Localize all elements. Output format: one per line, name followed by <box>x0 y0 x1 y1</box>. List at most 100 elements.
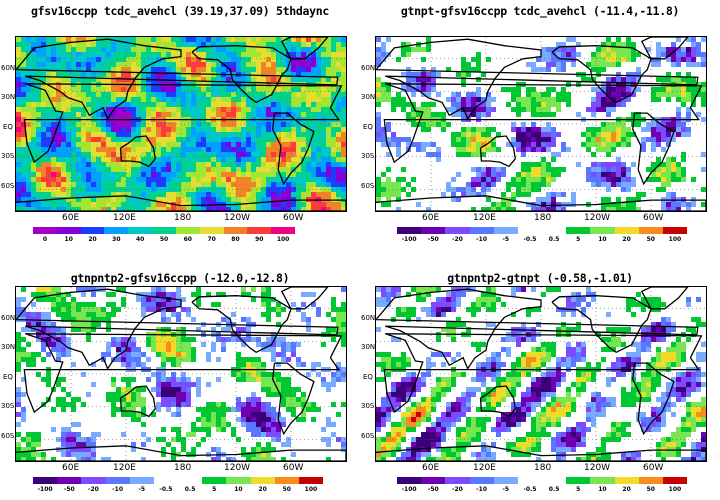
field-cell <box>21 72 26 77</box>
field-cell <box>211 207 216 211</box>
field-cell <box>211 137 216 142</box>
field-cell <box>206 152 211 157</box>
field-cell <box>466 182 471 187</box>
field-cell <box>76 162 81 167</box>
field-cell <box>261 92 266 97</box>
field-cell <box>541 207 546 211</box>
field-cell <box>106 197 111 202</box>
field-cell <box>201 137 206 142</box>
field-cell <box>511 142 516 147</box>
field-cell <box>236 47 241 52</box>
field-cell <box>36 202 41 207</box>
field-cell <box>376 187 381 192</box>
field-cell <box>571 62 576 67</box>
field-cell <box>81 172 86 177</box>
field-cell <box>671 207 676 211</box>
field-cell <box>266 457 271 461</box>
field-cell <box>126 202 131 207</box>
field-cell <box>306 62 311 67</box>
field-cell <box>146 112 151 117</box>
field-cell <box>581 352 586 357</box>
field-cell <box>211 327 216 332</box>
field-cell <box>316 167 321 172</box>
field-cell <box>311 42 316 47</box>
field-cell <box>161 72 166 77</box>
field-cell <box>306 37 311 42</box>
field-cell <box>396 287 401 292</box>
field-cell <box>61 142 66 147</box>
field-cell <box>121 197 126 202</box>
field-cell <box>656 327 661 332</box>
field-cell <box>221 147 226 152</box>
field-cell <box>451 292 456 297</box>
field-cell <box>116 142 121 147</box>
field-cell <box>641 192 646 197</box>
field-cell <box>176 302 181 307</box>
field-cell <box>471 57 476 62</box>
field-cell <box>216 57 221 62</box>
field-cell <box>421 307 426 312</box>
field-cell <box>661 322 666 327</box>
field-cell <box>401 42 406 47</box>
field-cell <box>261 137 266 142</box>
field-cell <box>156 407 161 412</box>
field-cell <box>466 192 471 197</box>
field-cell <box>331 127 336 132</box>
field-cell <box>256 397 261 402</box>
field-cell <box>271 332 276 337</box>
field-cell <box>321 57 326 62</box>
field-cell <box>681 342 686 347</box>
field-cell <box>216 52 221 57</box>
field-cell <box>311 362 316 367</box>
field-cell <box>56 167 61 172</box>
field-cell <box>476 92 481 97</box>
field-cell <box>556 167 561 172</box>
field-cell <box>276 87 281 92</box>
colorbar-label: -5 <box>502 236 510 243</box>
field-cell <box>31 57 36 62</box>
field-cell <box>66 77 71 82</box>
field-cell <box>271 457 276 461</box>
field-cell <box>146 147 151 152</box>
field-cell <box>136 112 141 117</box>
field-cell <box>161 427 166 432</box>
field-cell <box>241 132 246 137</box>
field-cell <box>256 42 261 47</box>
field-cell <box>151 302 156 307</box>
field-cell <box>591 152 596 157</box>
field-cell <box>531 347 536 352</box>
field-cell <box>506 347 511 352</box>
field-cell <box>331 107 336 112</box>
field-cell <box>91 302 96 307</box>
field-cell <box>41 77 46 82</box>
field-cell <box>626 207 631 211</box>
field-cell <box>381 352 386 357</box>
field-cell <box>276 342 281 347</box>
field-cell <box>451 327 456 332</box>
field-cell <box>56 177 61 182</box>
field-cell <box>656 57 661 62</box>
field-cell <box>326 67 331 72</box>
field-cell <box>376 362 381 367</box>
field-cell <box>96 122 101 127</box>
field-cell <box>241 67 246 72</box>
field-cell <box>246 107 251 112</box>
field-cell <box>146 172 151 177</box>
field-cell <box>321 207 326 211</box>
field-cell <box>331 327 336 332</box>
field-cell <box>161 452 166 457</box>
field-cell <box>186 142 191 147</box>
field-cell <box>191 97 196 102</box>
field-cell <box>161 37 166 42</box>
field-cell <box>121 297 126 302</box>
field-cell <box>156 152 161 157</box>
field-cell <box>111 47 116 52</box>
field-cell <box>331 192 336 197</box>
field-cell <box>226 197 231 202</box>
field-cell <box>486 132 491 137</box>
field-cell <box>521 102 526 107</box>
field-cell <box>176 172 181 177</box>
field-cell <box>256 72 261 77</box>
field-cell <box>406 312 411 317</box>
field-cell <box>571 197 576 202</box>
